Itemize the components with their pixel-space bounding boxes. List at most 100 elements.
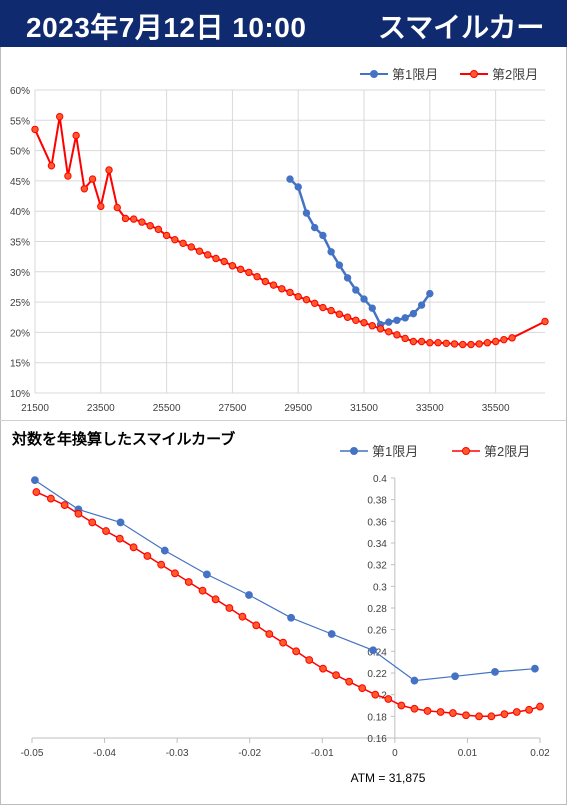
data-point-series-1 [393, 316, 401, 324]
data-point-series-1 [368, 304, 376, 312]
data-point-series-2 [352, 316, 360, 324]
x-tick-label: -0.01 [311, 748, 334, 759]
atm-annotation: ATM = 31,875 [351, 771, 426, 785]
data-point-series-1 [310, 223, 319, 232]
x-tick-label: -0.04 [93, 748, 116, 759]
data-point-series-2 [157, 560, 166, 569]
data-point-series-2 [171, 569, 179, 578]
data-point-series-2 [121, 214, 130, 223]
data-point-series-2 [541, 317, 549, 326]
x-tick-label: 33500 [416, 403, 444, 414]
data-point-series-2 [105, 166, 113, 174]
data-point-series-2 [31, 125, 39, 134]
data-point-series-2 [211, 595, 220, 604]
x-tick-label: 0.01 [458, 748, 478, 759]
y-tick-label: 0.26 [367, 626, 387, 637]
data-point-series-2 [508, 334, 516, 342]
data-point-series-2 [332, 671, 340, 680]
data-point-series-1 [319, 231, 327, 240]
data-point-series-2 [536, 702, 544, 711]
data-point-series-1 [410, 676, 419, 685]
data-point-series-2 [343, 313, 352, 321]
data-point-series-2 [220, 257, 228, 266]
y-tick-label: 50% [10, 147, 30, 158]
data-point-series-2 [88, 175, 97, 183]
y-tick-label: 0.32 [367, 561, 387, 572]
data-point-series-1 [352, 286, 360, 294]
chart-divider [0, 420, 567, 421]
data-point-series-1 [302, 209, 311, 217]
data-point-series-1 [360, 295, 368, 303]
data-point-series-2 [269, 281, 278, 289]
data-point-series-2 [252, 621, 261, 630]
data-point-series-2 [279, 638, 287, 647]
data-point-series-1 [160, 546, 169, 555]
legend-marker [370, 70, 378, 78]
data-point-series-2 [171, 235, 179, 244]
data-point-series-2 [187, 243, 195, 251]
data-point-series-2 [245, 268, 253, 277]
legend-marker [470, 70, 478, 78]
data-point-series-2 [319, 664, 327, 673]
data-point-series-2 [102, 527, 110, 535]
data-point-series-2 [278, 285, 286, 293]
data-point-series-2 [88, 518, 97, 527]
data-point-series-1 [409, 309, 418, 318]
data-point-series-2 [410, 704, 419, 713]
data-point-series-2 [146, 222, 154, 230]
data-point-series-1 [335, 261, 344, 269]
data-point-series-2 [60, 501, 69, 509]
y-tick-label: 25% [10, 298, 30, 309]
annualized-smile-curve-chart: 対数を年換算したスマイルカーブ -0.05 -0.04 -0.03 -0.02 -0.01… [11, 430, 550, 785]
data-point-series-2 [475, 340, 483, 348]
x-tick-label: 23500 [87, 403, 115, 414]
header-date: 2023年7月12日 10:00 [26, 12, 307, 43]
data-point-series-1 [202, 570, 211, 579]
data-point-series-2 [129, 543, 138, 552]
data-point-series-2 [426, 339, 434, 347]
data-point-series-2 [253, 272, 261, 281]
data-point-series-1 [451, 672, 459, 681]
data-point-series-2 [483, 339, 492, 347]
data-point-series-1 [531, 664, 539, 673]
data-point-series-2 [491, 337, 500, 346]
data-point-series-2 [198, 586, 207, 595]
data-point-series-2 [212, 254, 220, 263]
data-point-series-1 [343, 274, 352, 282]
data-point-series-2 [417, 337, 426, 346]
x-tick-label: -0.03 [166, 748, 189, 759]
data-point-series-2 [286, 288, 294, 297]
data-point-series-2 [384, 695, 393, 703]
data-point-series-1 [286, 175, 294, 183]
data-point-series-2 [385, 328, 393, 336]
y-tick-label: 15% [10, 359, 30, 370]
data-point-series-2 [442, 339, 450, 348]
data-point-series-1 [327, 630, 336, 638]
y-tick-label: 35% [10, 238, 30, 249]
data-point-series-1 [491, 668, 499, 676]
data-point-series-2 [397, 701, 406, 710]
data-point-series-2 [449, 709, 457, 717]
data-point-series-2 [265, 630, 274, 638]
y-tick-label: 45% [10, 177, 30, 188]
y-tick-label: 0.16 [367, 734, 387, 745]
data-point-series-2 [475, 712, 483, 721]
data-point-series-2 [371, 690, 380, 699]
y-tick-label: 60% [10, 86, 30, 97]
data-point-series-2 [143, 552, 152, 560]
legend-label: 第2限月 [484, 444, 530, 459]
data-point-series-2 [450, 340, 459, 348]
y-tick-label: 0.36 [367, 517, 387, 528]
y-tick-label: 0.3 [373, 582, 387, 593]
x-tick-label: 29500 [284, 403, 312, 414]
chart2-title: 対数を年換算したスマイルカーブ [11, 430, 235, 448]
series-line-2 [36, 491, 541, 718]
y-tick-label: 0.4 [373, 474, 387, 485]
header-banner: 2023年7月12日 10:00 スマイルカーブ [0, 0, 567, 83]
data-point-series-2 [32, 488, 41, 496]
data-point-series-2 [195, 247, 204, 255]
data-point-series-2 [512, 708, 521, 716]
x-tick-label: 35500 [482, 403, 510, 414]
data-point-series-1 [369, 646, 377, 655]
data-point-series-2 [409, 337, 418, 346]
